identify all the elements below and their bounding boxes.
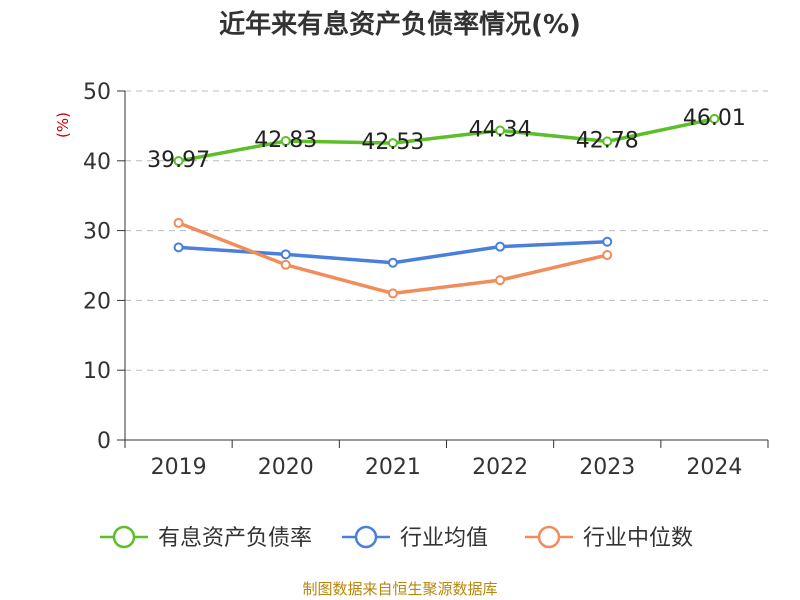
x-tick-label: 2023: [579, 455, 635, 480]
data-label: 39.97: [147, 148, 210, 173]
data-label: 42.53: [361, 130, 424, 155]
y-tick-label: 20: [83, 289, 111, 314]
data-point: [495, 275, 506, 286]
axes: [117, 90, 769, 448]
y-axis-label: (%): [54, 112, 72, 138]
y-tick-label: 10: [83, 359, 111, 384]
x-tick-label: 2021: [365, 455, 421, 480]
data-point: [387, 257, 398, 268]
series-layer: 39.97 42.83 42.53 44.34 42.78 46.01: [147, 106, 746, 299]
legend-marker-2: [537, 525, 561, 549]
data-point: [387, 288, 398, 299]
data-point: [602, 250, 613, 261]
data-point: [709, 113, 720, 124]
data-point: [602, 136, 613, 147]
y-tick-labels: 0 10 20 30 40 50: [83, 80, 111, 454]
x-tick-label: 2020: [258, 455, 314, 480]
source-note: 制图数据来自恒生聚源数据库: [302, 580, 497, 598]
data-label: 44.34: [469, 118, 532, 143]
legend-label-1: 行业均值: [400, 526, 488, 551]
data-point: [173, 156, 184, 167]
legend-label-2: 行业中位数: [583, 526, 693, 551]
data-point: [173, 217, 184, 228]
data-point: [280, 259, 291, 270]
y-tick-label: 40: [83, 150, 111, 175]
legend-marker-1: [354, 525, 378, 549]
legend: 有息资产负债率 行业均值 行业中位数: [100, 525, 693, 551]
chart-title: 近年来有息资产负债率情况(%): [219, 9, 581, 40]
data-label: 42.83: [254, 128, 317, 153]
legend-marker-0: [112, 525, 136, 549]
y-tick-label: 30: [83, 220, 111, 245]
legend-label-0: 有息资产负债率: [158, 526, 312, 551]
x-tick-label: 2022: [472, 455, 528, 480]
y-tick-label: 50: [83, 80, 111, 105]
data-point: [495, 125, 506, 136]
data-point: [280, 136, 291, 147]
data-point: [387, 138, 398, 149]
series-line-0: [176, 117, 717, 163]
x-tick-labels: 2019 2020 2021 2022 2023 2024: [151, 455, 743, 480]
data-point: [495, 241, 506, 252]
gridlines: [125, 90, 768, 371]
data-point: [280, 249, 291, 260]
data-label: 46.01: [683, 106, 746, 131]
x-tick-label: 2019: [151, 455, 207, 480]
data-point: [173, 242, 184, 253]
y-tick-label: 0: [97, 429, 111, 454]
data-point: [602, 236, 613, 247]
x-tick-label: 2024: [686, 455, 742, 480]
data-label: 42.78: [576, 128, 639, 153]
